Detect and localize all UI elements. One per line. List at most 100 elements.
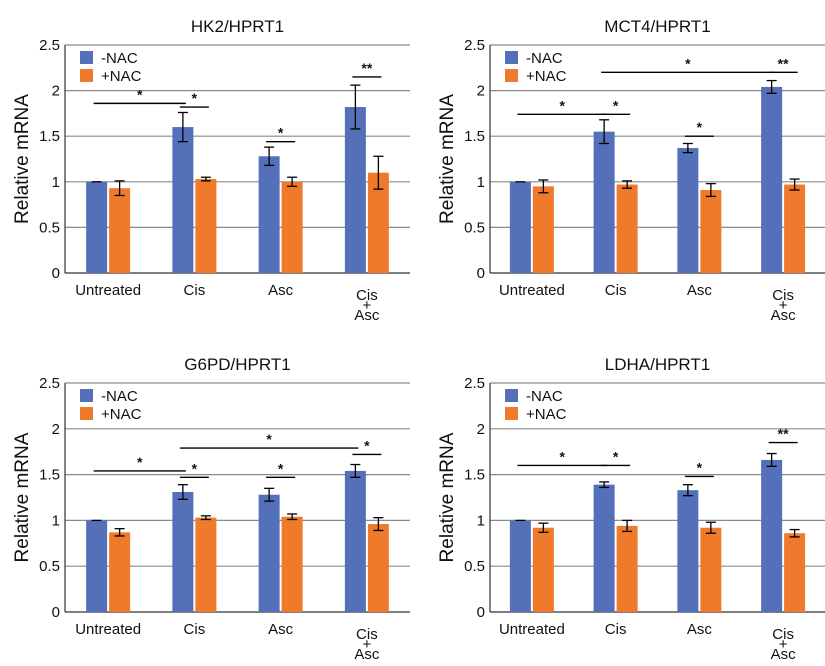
legend-swatch <box>80 51 93 64</box>
bar-pos-nac-0 <box>109 188 131 273</box>
y-tick-label: 2.5 <box>464 37 485 54</box>
y-tick-label: 0 <box>477 604 485 621</box>
legend-label: -NAC <box>526 388 563 405</box>
x-category-label: Untreated <box>499 621 565 638</box>
x-category-label: Asc <box>268 282 294 299</box>
x-category-label: Cis <box>184 621 206 638</box>
y-tick-label: 1 <box>477 512 485 529</box>
bar-pos-nac-3 <box>784 533 806 612</box>
legend-swatch <box>505 69 518 82</box>
significance-label: * <box>137 454 143 470</box>
bar-pos-nac-1 <box>616 184 638 273</box>
bar-pos-nac-0 <box>532 527 554 612</box>
y-tick-label: 1.5 <box>39 128 60 145</box>
chart-panel-1: HK2/HPRT1 Relative mRNA 0 0.5 1 1.5 2 2.5 Untrea… <box>12 17 410 324</box>
legend-swatch <box>505 407 518 420</box>
y-tick-label: 0.5 <box>464 558 485 575</box>
legend-label: +NAC <box>526 406 567 423</box>
x-category-label: Asc <box>268 621 294 638</box>
significance-label: * <box>613 448 619 464</box>
y-tick-label: 2 <box>52 421 60 438</box>
y-tick-label: 1.5 <box>464 467 485 484</box>
significance-label: * <box>137 86 143 102</box>
bar-neg-nac-1 <box>593 484 615 612</box>
significance-label: * <box>278 125 284 141</box>
significance-label: * <box>613 97 619 113</box>
significance-label: * <box>278 460 284 476</box>
y-tick-label: 0.5 <box>39 219 60 236</box>
x-category-label: Cis + Asc <box>771 626 797 663</box>
bar-pos-nac-3 <box>367 524 389 612</box>
bar-neg-nac-3 <box>344 470 366 612</box>
bar-pos-nac-2 <box>281 516 303 612</box>
bar-pos-nac-2 <box>700 190 722 273</box>
y-tick-label: 1 <box>52 512 60 529</box>
bar-pos-nac-3 <box>367 172 389 273</box>
legend-label: -NAC <box>101 388 138 405</box>
x-category-label: Asc <box>687 282 713 299</box>
bar-neg-nac-2 <box>258 494 280 612</box>
bar-neg-nac-0 <box>509 181 531 273</box>
y-tick-label: 2 <box>477 83 485 100</box>
significance-label: * <box>560 448 566 464</box>
bar-neg-nac-2 <box>258 156 280 273</box>
significance-label: * <box>560 97 566 113</box>
bar-neg-nac-1 <box>172 127 194 273</box>
chart-title: MCT4/HPRT1 <box>604 17 710 36</box>
y-tick-label: 0.5 <box>39 558 60 575</box>
significance-label: * <box>192 90 198 106</box>
x-category-label: Cis + Asc <box>771 287 797 324</box>
significance-label: * <box>364 437 370 453</box>
y-tick-label: 1 <box>477 174 485 191</box>
legend-swatch <box>80 69 93 82</box>
legend-label: -NAC <box>101 50 138 67</box>
legend-swatch <box>505 51 518 64</box>
bar-neg-nac-2 <box>677 490 699 612</box>
x-category-label: Untreated <box>75 621 141 638</box>
chart-title: LDHA/HPRT1 <box>605 355 711 374</box>
legend-swatch <box>505 389 518 402</box>
bar-neg-nac-0 <box>86 520 108 612</box>
bar-neg-nac-3 <box>761 86 783 274</box>
significance-label: ** <box>778 426 789 442</box>
y-tick-label: 0 <box>52 265 60 282</box>
bar-neg-nac-0 <box>86 181 108 273</box>
x-category-label: Cis + Asc <box>354 287 380 324</box>
legend-swatch <box>80 407 93 420</box>
x-category-label: Cis <box>605 621 627 638</box>
chart-title: G6PD/HPRT1 <box>184 355 290 374</box>
bar-pos-nac-1 <box>195 517 217 612</box>
significance-label: ** <box>361 60 372 76</box>
bar-pos-nac-1 <box>195 179 217 273</box>
legend-swatch <box>80 389 93 402</box>
legend-label: +NAC <box>101 406 142 423</box>
chart-title: HK2/HPRT1 <box>191 17 284 36</box>
y-tick-label: 2 <box>477 421 485 438</box>
significance-label: * <box>192 460 198 476</box>
y-axis-label: Relative mRNA <box>437 432 458 562</box>
x-category-label: Untreated <box>499 282 565 299</box>
y-tick-label: 2.5 <box>39 375 60 392</box>
bar-neg-nac-2 <box>677 148 699 273</box>
bar-neg-nac-0 <box>509 520 531 612</box>
x-category-label: Cis <box>184 282 206 299</box>
significance-label: * <box>266 431 272 447</box>
x-category-label: Cis + Asc <box>354 626 380 663</box>
legend-label: +NAC <box>101 68 142 85</box>
y-tick-label: 0.5 <box>464 219 485 236</box>
legend-label: +NAC <box>526 68 567 85</box>
y-tick-label: 2.5 <box>39 37 60 54</box>
bar-pos-nac-2 <box>700 527 722 612</box>
y-tick-label: 1 <box>52 174 60 191</box>
significance-label: * <box>697 459 703 475</box>
bar-neg-nac-1 <box>593 131 615 273</box>
y-tick-label: 1.5 <box>464 128 485 145</box>
bar-pos-nac-0 <box>532 186 554 273</box>
chart-panel-4: LDHA/HPRT1 Relative mRNA 0 0.5 1 1.5 2 2.5 Untre… <box>437 355 825 663</box>
bar-neg-nac-3 <box>344 107 366 274</box>
y-tick-label: 1.5 <box>39 467 60 484</box>
y-axis-label: Relative mRNA <box>12 94 33 224</box>
y-tick-label: 2 <box>52 83 60 100</box>
x-category-label: Cis <box>605 282 627 299</box>
